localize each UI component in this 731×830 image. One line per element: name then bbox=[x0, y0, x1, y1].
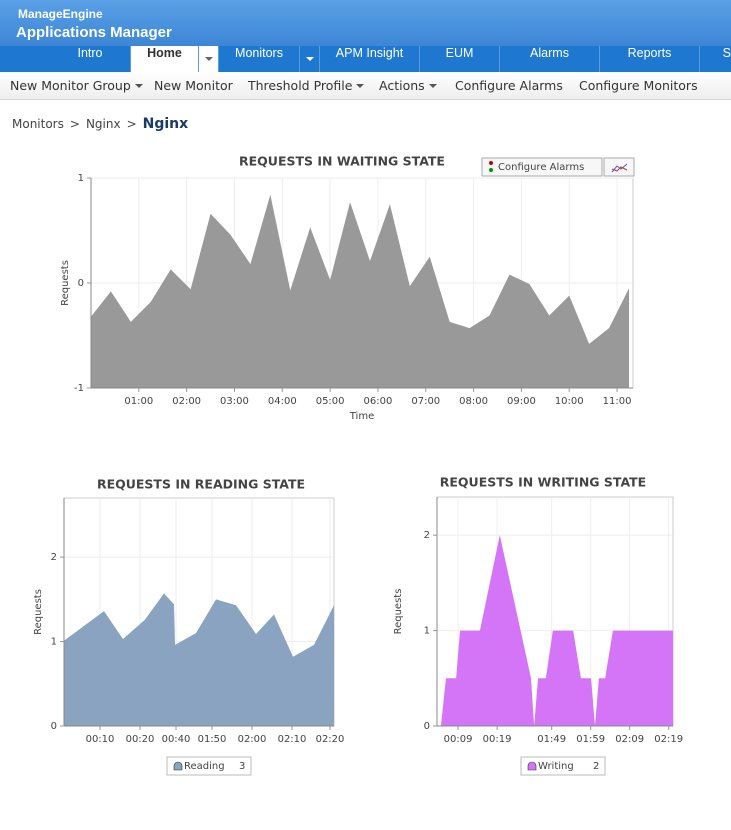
y-tick-label: 0 bbox=[51, 721, 57, 732]
x-tick-label: 08:00 bbox=[459, 396, 488, 407]
header: ManageEngine Applications Manager bbox=[0, 0, 731, 46]
crumb[interactable]: Monitors bbox=[12, 117, 64, 131]
nav-item[interactable]: Monitors bbox=[219, 46, 300, 72]
y-axis-label: Requests bbox=[393, 589, 404, 635]
label: Actions bbox=[379, 78, 425, 93]
sub-nav-item[interactable]: Actions bbox=[379, 78, 437, 93]
sub-nav-item[interactable]: Configure Monitors bbox=[579, 78, 698, 93]
y-tick-label: 0 bbox=[78, 278, 84, 289]
button-icon bbox=[489, 168, 493, 172]
x-tick-label: 02:20 bbox=[316, 734, 345, 745]
chart-title: REQUESTS IN READING STATE bbox=[97, 477, 305, 492]
chart-type-button[interactable] bbox=[603, 157, 635, 177]
x-tick-label: 02:00 bbox=[172, 396, 201, 407]
y-tick-label: 1 bbox=[51, 637, 57, 648]
legend[interactable]: Writing 2 bbox=[520, 756, 606, 776]
area bbox=[91, 194, 630, 388]
nav-item[interactable]: Reports bbox=[600, 46, 700, 72]
nav-item[interactable]: APM Insight bbox=[320, 46, 420, 72]
x-tick-label: 00:40 bbox=[162, 734, 191, 745]
x-tick-label: 02:09 bbox=[615, 734, 644, 745]
button-icon bbox=[611, 166, 628, 172]
x-tick-label: 02:19 bbox=[654, 734, 683, 745]
crumb[interactable]: Nginx bbox=[85, 117, 121, 131]
x-tick-label: 00:19 bbox=[483, 734, 512, 745]
breadcrumb: Monitors > Nginx > Nginx bbox=[12, 116, 194, 132]
y-tick-label: 1 bbox=[78, 173, 84, 184]
chart-title: REQUESTS IN WAITING STATE bbox=[239, 154, 445, 169]
x-tick-label: 00:20 bbox=[126, 734, 155, 745]
x-tick-label: 04:00 bbox=[268, 396, 297, 407]
x-tick-label: 03:00 bbox=[220, 396, 249, 407]
sub-nav-item[interactable]: Threshold Profile bbox=[248, 78, 365, 93]
legend[interactable]: Reading 3 bbox=[166, 756, 252, 776]
y-tick-label: 2 bbox=[424, 530, 430, 541]
chart-title: REQUESTS IN WRITING STATE bbox=[440, 475, 646, 490]
nav-item[interactable]: S bbox=[722, 46, 731, 60]
x-tick-label: 07:00 bbox=[411, 396, 440, 407]
x-tick-label: 01:50 bbox=[198, 734, 227, 745]
x-tick-label: 11:00 bbox=[603, 396, 632, 407]
x-tick-label: 01:49 bbox=[537, 734, 566, 745]
x-tick-label: 09:00 bbox=[507, 396, 536, 407]
nav-item[interactable]: Intro bbox=[50, 46, 131, 72]
x-tick-label: 10:00 bbox=[555, 396, 584, 407]
area bbox=[64, 593, 334, 726]
y-tick-label: 0 bbox=[424, 721, 430, 732]
nav-item[interactable]: EUM bbox=[420, 46, 500, 72]
x-tick-label: 02:10 bbox=[278, 734, 307, 745]
legend-count: 2 bbox=[593, 761, 599, 772]
button-label: Configure Alarms bbox=[498, 162, 584, 173]
product-name: Applications Manager bbox=[16, 24, 172, 41]
label: Threshold Profile bbox=[248, 78, 353, 93]
sub-nav-item[interactable]: Configure Alarms bbox=[455, 78, 563, 93]
button-icon bbox=[489, 161, 493, 165]
y-axis-label: Requests bbox=[60, 260, 71, 306]
x-tick-label: 06:00 bbox=[364, 396, 393, 407]
area bbox=[440, 535, 673, 726]
x-tick-label: 05:00 bbox=[316, 396, 345, 407]
nav-bar: Intro Home Monitors APM Insight EUM Alar… bbox=[0, 46, 731, 72]
x-tick-label: 02:00 bbox=[238, 734, 267, 745]
y-tick-label: -1 bbox=[74, 383, 84, 394]
sub-nav-item[interactable]: New Monitor bbox=[154, 78, 233, 93]
y-tick-label: 2 bbox=[51, 552, 57, 563]
legend-count: 3 bbox=[239, 761, 245, 772]
legend-swatch bbox=[173, 761, 183, 771]
nav-item[interactable]: Alarms bbox=[500, 46, 600, 72]
crumb-current: Nginx bbox=[142, 116, 189, 132]
separator: > bbox=[69, 117, 80, 131]
y-tick-label: 1 bbox=[424, 626, 430, 637]
brand: ManageEngine bbox=[18, 7, 103, 21]
nav-dropdown[interactable] bbox=[199, 46, 219, 72]
legend-box bbox=[166, 756, 252, 776]
configure-alarms-button[interactable]: Configure Alarms bbox=[481, 157, 603, 177]
separator: > bbox=[126, 117, 137, 131]
sub-nav: New Monitor Group New Monitor Threshold … bbox=[0, 72, 731, 100]
x-tick-label: 01:00 bbox=[124, 396, 153, 407]
x-tick-label: 00:10 bbox=[86, 734, 115, 745]
button-box bbox=[481, 157, 603, 177]
sub-nav-item[interactable]: New Monitor Group bbox=[10, 78, 143, 93]
legend-label: Writing bbox=[538, 761, 574, 772]
legend-box bbox=[520, 756, 606, 776]
legend-swatch bbox=[527, 761, 537, 771]
x-axis-label: Time bbox=[349, 411, 374, 422]
x-tick-label: 00:09 bbox=[444, 734, 473, 745]
x-tick-label: 01:59 bbox=[576, 734, 605, 745]
label: New Monitor Group bbox=[10, 78, 131, 93]
legend-label: Reading bbox=[184, 761, 225, 772]
y-axis-label: Requests bbox=[33, 589, 44, 635]
button-icon bbox=[611, 163, 628, 173]
nav-dropdown[interactable] bbox=[300, 46, 320, 72]
nav-item[interactable]: Home bbox=[131, 46, 199, 72]
